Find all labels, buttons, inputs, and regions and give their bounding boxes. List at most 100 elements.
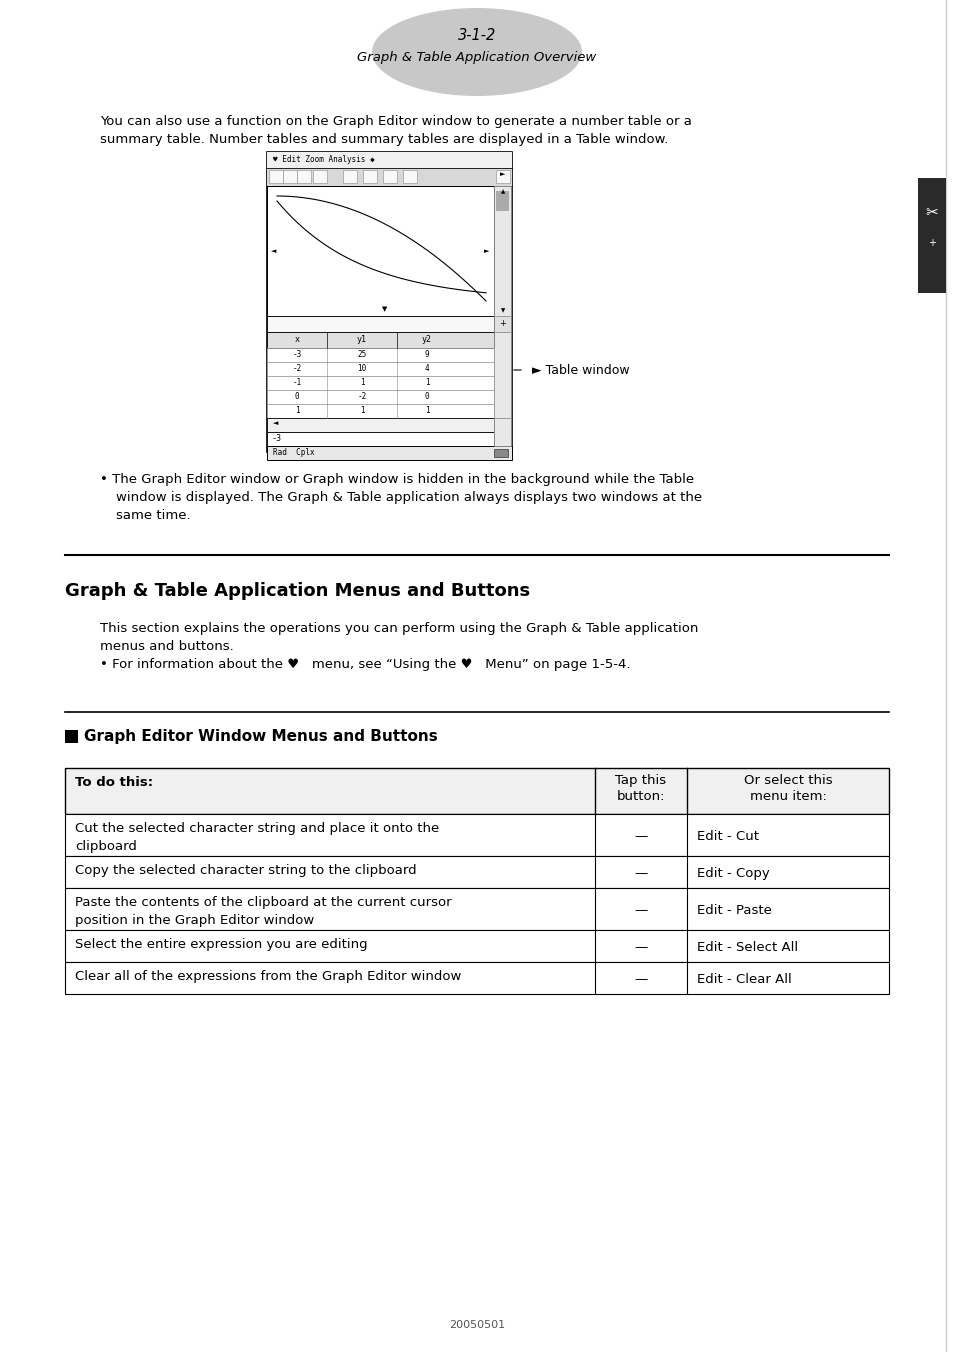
Text: ▼: ▼ [500,308,504,314]
Bar [494,333,511,418]
Text: ► Table window: ► Table window [532,364,629,376]
Text: Graph Editor Window Menus and Buttons: Graph Editor Window Menus and Buttons [84,729,437,744]
Text: x: x [294,335,299,343]
Text: 1: 1 [294,406,299,415]
Bar [296,170,311,183]
Text: —: — [634,867,647,880]
Bar [65,768,888,814]
Text: —: — [634,904,647,917]
Text: Edit - Select All: Edit - Select All [697,941,798,955]
Bar [402,170,416,183]
Text: Select the entire expression you are editing: Select the entire expression you are edi… [75,938,367,950]
Text: To do this:: To do this: [75,776,153,790]
Text: Or select this
menu item:: Or select this menu item: [743,773,831,803]
Text: 25: 25 [357,350,366,360]
Text: ♥ Edit Zoom Analysis ◆: ♥ Edit Zoom Analysis ◆ [273,155,375,164]
Bar [267,433,494,446]
Bar [267,404,494,418]
Text: Cut the selected character string and place it onto the
clipboard: Cut the selected character string and pl… [75,822,438,853]
Ellipse shape [372,8,581,96]
Bar [267,347,494,362]
Text: window is displayed. The Graph & Table application always displays two windows a: window is displayed. The Graph & Table a… [116,491,701,504]
Bar [65,856,888,888]
Text: 20050501: 20050501 [449,1320,504,1330]
Bar [494,449,507,457]
Text: Graph & Table Application Menus and Buttons: Graph & Table Application Menus and Butt… [65,581,530,600]
Text: -1: -1 [292,379,301,387]
Text: ▼: ▼ [382,306,387,312]
Bar [269,170,283,183]
Text: —: — [634,830,647,844]
Text: y1: y1 [356,335,367,343]
Text: summary table. Number tables and summary tables are displayed in a Table window.: summary table. Number tables and summary… [100,132,668,146]
Text: ▲: ▲ [500,189,504,193]
Bar [313,170,327,183]
Text: You can also use a function on the Graph Editor window to generate a number tabl: You can also use a function on the Graph… [100,115,691,128]
Text: Paste the contents of the clipboard at the current cursor
position in the Graph : Paste the contents of the clipboard at t… [75,896,451,927]
Bar [65,814,888,856]
Text: • For information about the ♥   menu, see “Using the ♥   Menu” on page 1-5-4.: • For information about the ♥ menu, see … [100,658,630,671]
Text: Edit - Paste: Edit - Paste [697,904,771,917]
Bar [343,170,356,183]
Text: 0: 0 [424,392,429,402]
Bar [267,151,512,168]
Text: Edit - Cut: Edit - Cut [697,830,759,844]
Bar [496,170,510,183]
Text: ◄: ◄ [271,247,276,254]
Text: 0: 0 [294,392,299,402]
Text: Clear all of the expressions from the Graph Editor window: Clear all of the expressions from the Gr… [75,969,461,983]
Text: -3: -3 [292,350,301,360]
Text: —: — [634,973,647,986]
Text: same time.: same time. [116,508,191,522]
Text: +: + [927,238,935,247]
Text: Rad  Cplx: Rad Cplx [273,448,314,457]
Bar [65,888,888,930]
Text: Edit - Copy: Edit - Copy [697,867,769,880]
Bar [267,389,494,404]
Text: 10: 10 [357,364,366,373]
Text: • The Graph Editor window or Graph window is hidden in the background while the : • The Graph Editor window or Graph windo… [100,473,694,485]
Text: ►: ► [483,247,489,254]
Text: ✂: ✂ [924,206,938,220]
Bar [494,316,511,333]
Text: 1: 1 [424,379,429,387]
Bar [283,170,296,183]
Text: -3: -3 [272,434,282,443]
Text: 1: 1 [359,379,364,387]
Bar [267,151,512,452]
Bar [917,178,945,293]
Text: 4: 4 [424,364,429,373]
Text: 3-1-2: 3-1-2 [457,27,496,42]
Text: Edit - Clear All: Edit - Clear All [697,973,791,986]
Text: y2: y2 [421,335,432,343]
Bar [65,730,78,744]
Text: Copy the selected character string to the clipboard: Copy the selected character string to th… [75,864,416,877]
Bar [267,187,494,316]
Text: 1: 1 [424,406,429,415]
Bar [267,316,494,333]
Bar [267,418,494,433]
Text: -2: -2 [292,364,301,373]
Bar [65,963,888,994]
Text: Graph & Table Application Overview: Graph & Table Application Overview [357,51,596,65]
Bar [494,187,511,316]
Bar [496,191,509,211]
Text: ►: ► [499,170,505,177]
Text: —: — [634,941,647,955]
Bar [65,930,888,963]
Bar [267,168,512,187]
Text: +: + [499,319,506,329]
Text: 1: 1 [359,406,364,415]
Bar [363,170,376,183]
Text: 9: 9 [424,350,429,360]
Bar [382,170,396,183]
Text: menus and buttons.: menus and buttons. [100,639,233,653]
Text: Tap this
button:: Tap this button: [615,773,666,803]
Text: -2: -2 [357,392,366,402]
Bar [267,333,494,347]
Bar [267,376,494,389]
Bar [494,418,511,446]
Text: This section explains the operations you can perform using the Graph & Table app: This section explains the operations you… [100,622,698,635]
Bar [267,362,494,376]
Bar [267,446,512,460]
